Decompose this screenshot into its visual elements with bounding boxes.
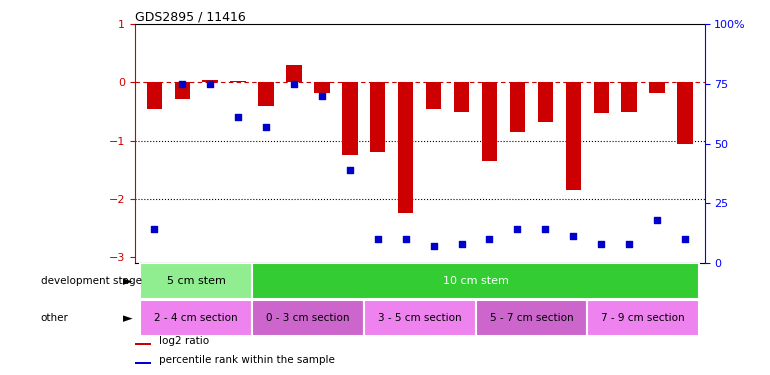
Bar <box>510 82 525 132</box>
Point <box>679 236 691 242</box>
Bar <box>252 300 363 336</box>
Bar <box>146 82 162 109</box>
Bar <box>135 343 151 345</box>
Bar <box>621 82 637 111</box>
Bar <box>135 362 151 364</box>
Bar <box>426 82 441 109</box>
Point <box>204 81 216 87</box>
Text: 2 - 4 cm section: 2 - 4 cm section <box>155 313 238 323</box>
Point <box>176 81 189 87</box>
Text: 5 cm stem: 5 cm stem <box>167 276 226 286</box>
Bar <box>678 82 693 144</box>
Bar <box>649 82 665 93</box>
Text: 7 - 9 cm section: 7 - 9 cm section <box>601 313 685 323</box>
Bar <box>537 82 553 122</box>
Bar <box>454 82 469 111</box>
Bar <box>566 82 581 190</box>
Text: log2 ratio: log2 ratio <box>159 336 209 346</box>
Bar <box>175 82 190 99</box>
Text: GDS2895 / 11416: GDS2895 / 11416 <box>135 10 246 23</box>
Point <box>148 226 160 232</box>
Point <box>259 124 272 130</box>
Point <box>427 243 440 249</box>
Bar <box>140 263 252 299</box>
Text: development stage: development stage <box>41 276 142 286</box>
Bar <box>140 300 252 336</box>
Point <box>232 114 244 120</box>
Text: ►: ► <box>123 312 133 325</box>
Bar <box>203 80 218 82</box>
Bar <box>476 300 588 336</box>
Point <box>400 236 412 242</box>
Point <box>511 226 524 232</box>
Text: 5 - 7 cm section: 5 - 7 cm section <box>490 313 573 323</box>
Text: 10 cm stem: 10 cm stem <box>443 276 508 286</box>
Bar <box>230 81 246 82</box>
Text: other: other <box>41 313 69 323</box>
Text: 3 - 5 cm section: 3 - 5 cm section <box>378 313 461 323</box>
Point <box>372 236 384 242</box>
Point <box>539 226 551 232</box>
Bar <box>314 82 330 93</box>
Bar <box>594 82 609 113</box>
Bar <box>286 65 302 82</box>
Point <box>651 217 663 223</box>
Point <box>288 81 300 87</box>
Point <box>343 167 356 173</box>
Point <box>567 234 580 240</box>
Bar <box>342 82 357 155</box>
Bar <box>370 82 386 152</box>
Bar <box>482 82 497 161</box>
Bar <box>588 300 699 336</box>
Text: 0 - 3 cm section: 0 - 3 cm section <box>266 313 350 323</box>
Bar <box>398 82 413 213</box>
Point <box>484 236 496 242</box>
Bar <box>259 82 273 106</box>
Bar <box>363 300 476 336</box>
Point <box>455 241 467 247</box>
Point <box>623 241 635 247</box>
Point <box>316 93 328 99</box>
Bar <box>252 263 699 299</box>
Text: ►: ► <box>123 275 133 288</box>
Point <box>595 241 608 247</box>
Text: percentile rank within the sample: percentile rank within the sample <box>159 355 335 365</box>
